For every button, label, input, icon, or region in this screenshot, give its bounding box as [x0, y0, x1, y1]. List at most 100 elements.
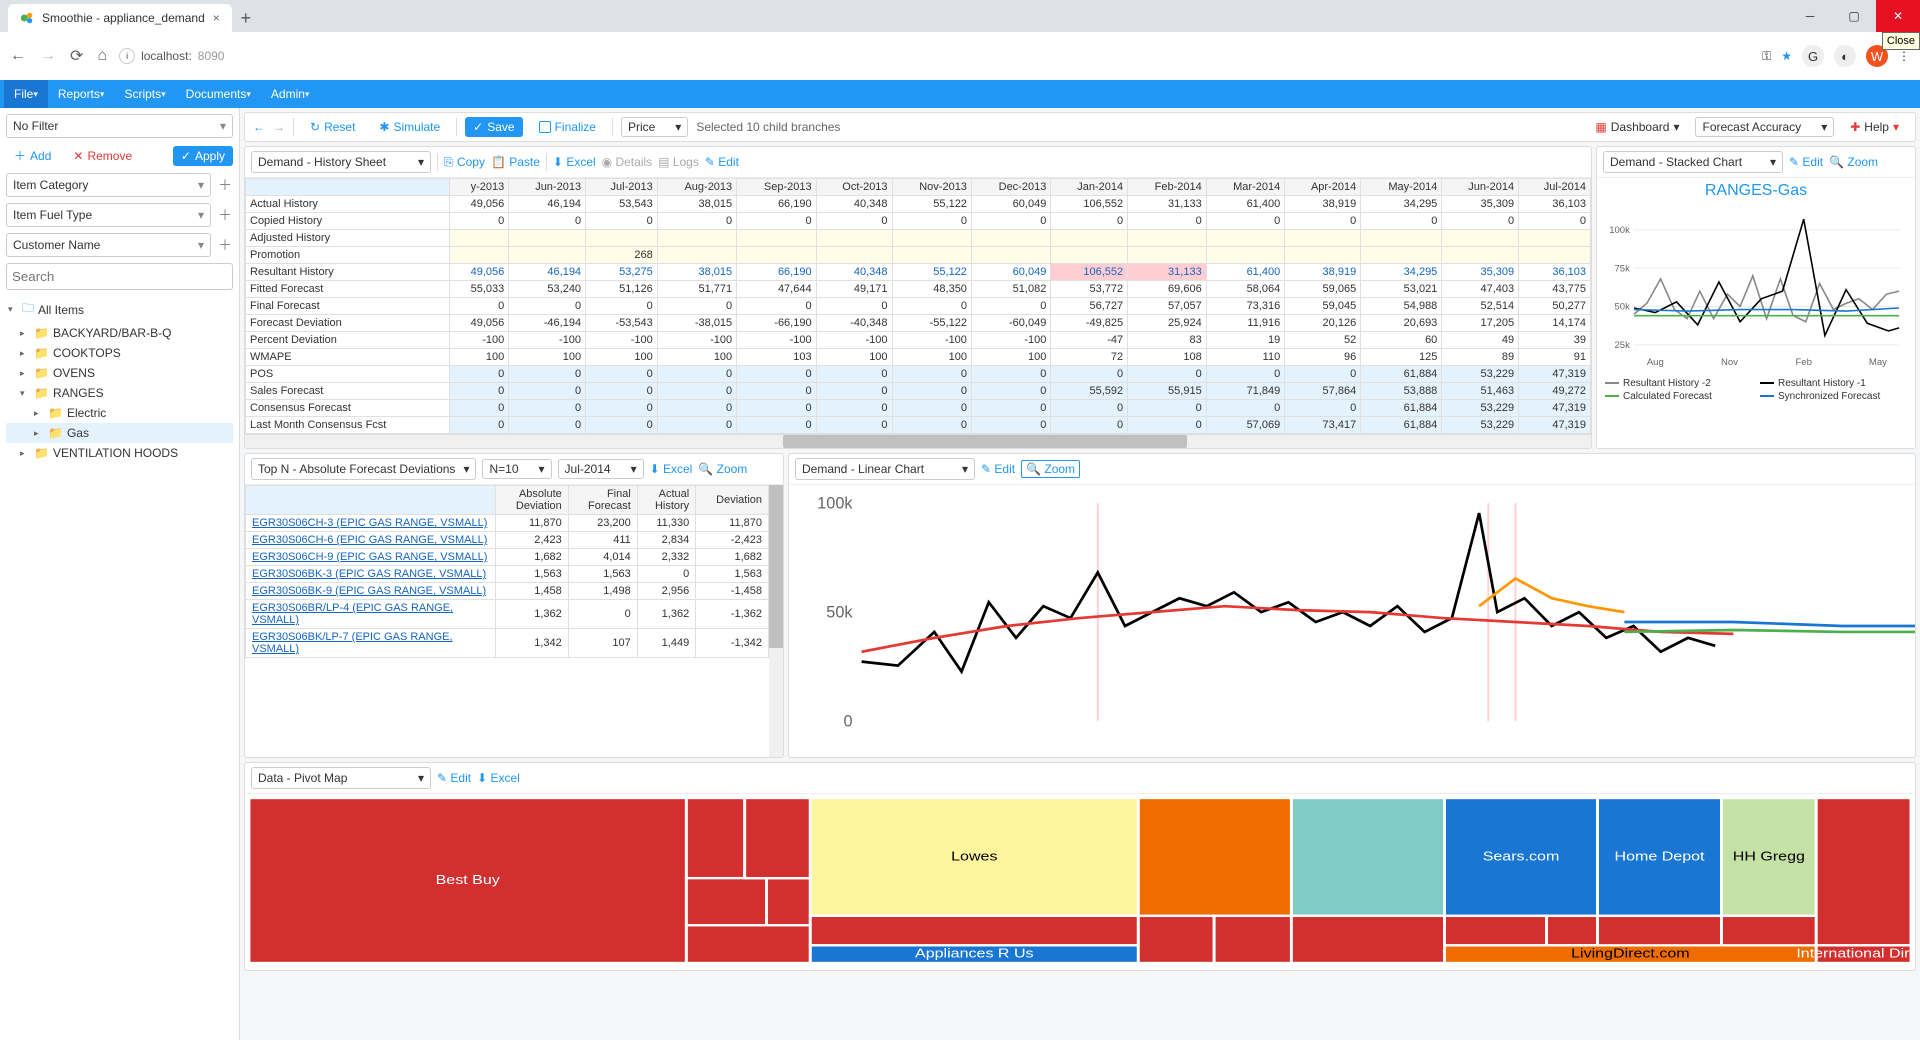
- topn-zoom-button[interactable]: 🔍 Zoom: [698, 462, 747, 476]
- month-select[interactable]: Jul-2014 ▾: [558, 459, 644, 479]
- dashboard-select[interactable]: ▦ Dashboard ▾: [1587, 117, 1687, 137]
- menu-admin[interactable]: Admin: [261, 80, 320, 108]
- address-bar: ← → ⟳ ⌂ i localhost:8090 ⚿ ★ G ◐ W ⋮: [0, 32, 1920, 80]
- pivot-panel: Data - Pivot Map▾ ✎ Edit ⬇ Excel Best Bu…: [244, 762, 1916, 971]
- apply-button[interactable]: ✓ Apply: [173, 146, 233, 166]
- linear-chart-panel: Demand - Linear Chart▾ ✎ Edit 🔍 Zoom 100…: [788, 453, 1916, 758]
- cat-item-category[interactable]: Item Category▾: [6, 173, 211, 197]
- search-input[interactable]: [6, 263, 233, 290]
- menu-scripts[interactable]: Scripts: [114, 80, 175, 108]
- logs-button[interactable]: ▤ Logs: [658, 155, 699, 169]
- tree-item[interactable]: ▸📁COOKTOPS: [6, 343, 233, 363]
- app-body: No Filter▾ ＋ Add ✕ Remove ✓ Apply Item C…: [0, 108, 1920, 1040]
- stacked-title-select[interactable]: Demand - Stacked Chart▾: [1603, 151, 1783, 173]
- minimize-button[interactable]: ─: [1788, 0, 1832, 32]
- topn-excel-button[interactable]: ⬇ Excel: [650, 462, 693, 476]
- simulate-button[interactable]: ✱ Simulate: [371, 117, 448, 137]
- pivot-title-select[interactable]: Data - Pivot Map▾: [251, 767, 431, 789]
- tree-item[interactable]: ▸📁VENTILATION HOODS: [6, 443, 233, 463]
- svg-text:100k: 100k: [1609, 225, 1630, 236]
- key-icon[interactable]: ⚿: [1762, 49, 1771, 64]
- excel-button[interactable]: ⬇ Excel: [553, 155, 596, 169]
- tab-close-icon[interactable]: ×: [213, 11, 220, 25]
- pivot-edit-button[interactable]: ✎ Edit: [437, 771, 471, 785]
- favicon-icon: [20, 11, 34, 25]
- svg-text:50k: 50k: [826, 604, 853, 622]
- window-close-button[interactable]: ✕ Close: [1876, 0, 1920, 32]
- back-icon[interactable]: ←: [10, 47, 26, 65]
- svg-text:Aug: Aug: [1647, 357, 1664, 368]
- browser-tab[interactable]: Smoothie - appliance_demand ×: [8, 4, 232, 32]
- cat-fuel-type[interactable]: Item Fuel Type▾: [6, 203, 211, 227]
- svg-text:50k: 50k: [1615, 302, 1631, 313]
- add-button[interactable]: ＋ Add: [6, 144, 59, 167]
- edit-button[interactable]: ✎ Edit: [705, 155, 739, 169]
- h-scrollbar[interactable]: [245, 434, 1591, 448]
- tree-item-electric[interactable]: ▸📁Electric: [6, 403, 233, 423]
- url-box[interactable]: i localhost:8090: [119, 48, 1750, 64]
- url-host: localhost:: [141, 49, 192, 63]
- cat-customer[interactable]: Customer Name▾: [6, 233, 211, 257]
- filter-select[interactable]: No Filter▾: [6, 114, 233, 138]
- linear-title-select[interactable]: Demand - Linear Chart▾: [795, 458, 975, 480]
- forecast-acc-select[interactable]: Forecast Accuracy ▾: [1695, 117, 1834, 137]
- home-icon[interactable]: ⌂: [97, 47, 107, 65]
- history-title-select[interactable]: Demand - History Sheet▾: [251, 151, 431, 173]
- panels-mid: Top N - Absolute Forecast Deviations▾ N=…: [244, 453, 1916, 758]
- ext-g-icon[interactable]: G: [1802, 45, 1824, 67]
- selected-count: Selected 10 child branches: [696, 120, 840, 134]
- ext-circle-icon[interactable]: ◐: [1834, 45, 1856, 67]
- svg-text:Lowes: Lowes: [951, 850, 997, 864]
- tree: ▾🗀All Items ▸📁BACKYARD/BAR-B-Q ▸📁COOKTOP…: [6, 296, 233, 463]
- v-scrollbar[interactable]: [769, 485, 783, 757]
- svg-text:100k: 100k: [817, 495, 853, 513]
- svg-text:HH Gregg: HH Gregg: [1733, 850, 1805, 864]
- save-button[interactable]: ✓ Save: [465, 117, 522, 137]
- filter-label: No Filter: [13, 119, 58, 133]
- topn-title-select[interactable]: Top N - Absolute Forecast Deviations▾: [251, 458, 476, 480]
- tree-item[interactable]: ▸📁BACKYARD/BAR-B-Q: [6, 323, 233, 343]
- nav-back-icon[interactable]: ←: [253, 120, 265, 134]
- paste-button[interactable]: 📋 Paste: [491, 155, 540, 169]
- chart-edit-button[interactable]: ✎ Edit: [1789, 155, 1823, 169]
- remove-button[interactable]: ✕ Remove: [65, 146, 140, 166]
- details-button[interactable]: ◉ Details: [602, 155, 653, 169]
- copy-button[interactable]: ⎘ Copy: [444, 155, 485, 170]
- help-button[interactable]: ✚ Help ▾: [1842, 117, 1907, 137]
- price-select[interactable]: Price▾: [621, 117, 688, 137]
- tree-item-ranges[interactable]: ▾📁RANGES: [6, 383, 233, 403]
- chart-zoom-button[interactable]: 🔍 Zoom: [1829, 155, 1878, 169]
- star-icon[interactable]: ★: [1781, 49, 1792, 63]
- finalize-button[interactable]: Finalize: [531, 117, 604, 137]
- linear-zoom-button[interactable]: 🔍 Zoom: [1021, 460, 1080, 478]
- reset-button[interactable]: ↻ Reset: [302, 117, 363, 137]
- svg-text:0: 0: [843, 713, 852, 731]
- tree-root[interactable]: ▾🗀All Items: [6, 296, 233, 323]
- new-tab-button[interactable]: +: [232, 4, 260, 32]
- n-select[interactable]: N=10 ▾: [482, 459, 551, 479]
- pivot-excel-button[interactable]: ⬇ Excel: [477, 771, 520, 785]
- forward-icon[interactable]: →: [40, 47, 56, 65]
- svg-text:Sears.com: Sears.com: [1483, 850, 1560, 864]
- kebab-icon[interactable]: ⋮: [1898, 49, 1910, 63]
- menu-file[interactable]: File: [4, 80, 48, 108]
- linear-edit-button[interactable]: ✎ Edit: [981, 462, 1015, 476]
- svg-text:25k: 25k: [1615, 340, 1631, 351]
- reload-icon[interactable]: ⟳: [70, 46, 83, 66]
- menu-reports[interactable]: Reports: [48, 80, 115, 108]
- maximize-button[interactable]: ▢: [1832, 0, 1876, 32]
- info-icon: i: [119, 48, 135, 64]
- tree-item[interactable]: ▸📁OVENS: [6, 363, 233, 383]
- add-cat-icon[interactable]: ＋: [217, 175, 233, 195]
- add-cat-icon[interactable]: ＋: [217, 235, 233, 255]
- treemap: Best BuyLowesAppliances R UsSears.comLiv…: [249, 798, 1911, 963]
- svg-text:Feb: Feb: [1795, 357, 1811, 368]
- close-tooltip: Close: [1882, 32, 1920, 50]
- browser-chrome: Smoothie - appliance_demand × + ─ ▢ ✕ Cl…: [0, 0, 1920, 80]
- tree-item-gas[interactable]: ▸📁Gas: [6, 423, 233, 443]
- nav-fwd-icon[interactable]: →: [273, 120, 285, 134]
- main: ← → ↻ Reset ✱ Simulate ✓ Save Finalize P…: [240, 108, 1920, 1040]
- add-cat-icon[interactable]: ＋: [217, 205, 233, 225]
- nav-icons: ← → ⟳ ⌂: [10, 46, 107, 66]
- menu-documents[interactable]: Documents: [176, 80, 261, 108]
